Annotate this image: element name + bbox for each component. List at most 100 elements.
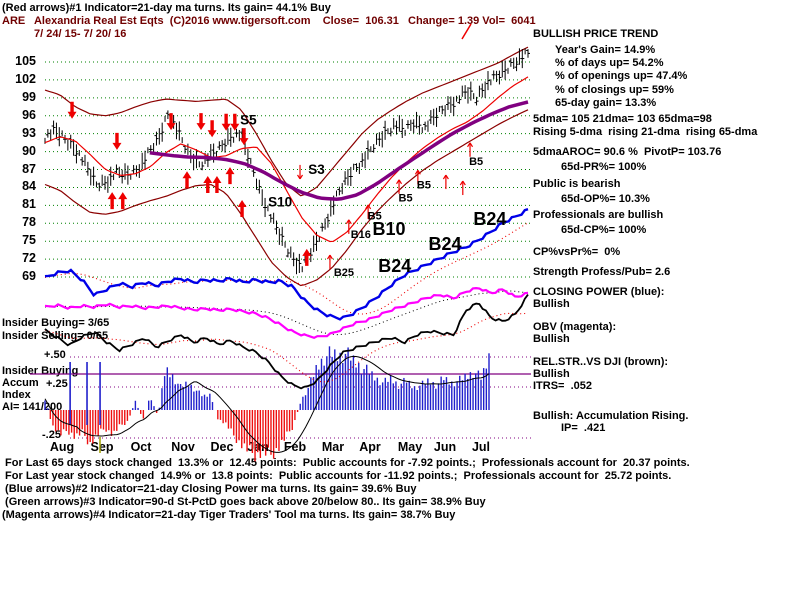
buy-arrow-thin (348, 219, 352, 225)
index-label: Index (2, 389, 31, 401)
rel-strength-ma (44, 312, 529, 383)
analysis-line: Bullish: Accumulation Rising. (533, 410, 689, 422)
ma21-line (44, 76, 529, 243)
obv-line (44, 286, 529, 339)
buy-arrow-thin (398, 179, 403, 185)
buy-arrow (107, 192, 117, 210)
indicator1-legend: (Red arrows)#1 Indicator=21-day ma turns… (2, 2, 331, 14)
sell-arrow (230, 113, 240, 131)
buy-arrow-thin (345, 219, 350, 225)
price-tick-label: 81 (22, 197, 36, 212)
legend-line: (Blue arrows)#2 Indicator=21-day Closing… (2, 483, 417, 495)
lower-band (44, 109, 529, 287)
analysis-line: Bullish (533, 333, 570, 345)
signal-count-label: B5 (417, 179, 431, 191)
month-label: Nov (171, 440, 195, 454)
sell-arrow-thin (299, 174, 304, 180)
analysis-line: CP%vsPr%= 0% (533, 246, 621, 258)
analysis-line: Public is bearish (533, 178, 621, 190)
buy-arrow (203, 176, 213, 194)
buy-arrow (212, 176, 222, 194)
price-tick-label: 75 (22, 233, 36, 248)
buy-arrow-thin (396, 179, 400, 185)
price-tick-label: 87 (22, 161, 36, 176)
buy-arrow-thin (445, 174, 449, 180)
month-label: Oct (130, 440, 152, 454)
sell-arrow (112, 132, 122, 150)
accum-label: Accum (2, 377, 39, 389)
signal-count-label: B5 (469, 156, 483, 168)
signal-count-label: B24 (473, 209, 506, 229)
analysis-line: 65d-CP%= 100% (561, 224, 647, 236)
analysis-line: IP= .421 (561, 422, 606, 434)
buy-arrow-thin (442, 174, 447, 180)
buy-arrow (118, 192, 128, 210)
analysis-line: REL.STR..VS DJI (brown): (533, 356, 669, 368)
buy-arrow-thin (417, 169, 421, 175)
analysis-line: 65d-OP%= 10.3% (561, 193, 650, 205)
rel-strength-line (44, 294, 529, 390)
price-tick-label: 105 (15, 54, 36, 68)
ticker-title-line: ARE Alexandria Real Est Eqts (C)2016 www… (2, 15, 536, 27)
analysis-line: Year's Gain= 14.9% (555, 44, 656, 56)
signal-count-label: S10 (268, 194, 292, 209)
price-tick-label: 78 (22, 215, 36, 230)
insider-selling-count: Insider Selling= 0/65 (2, 330, 109, 342)
signal-count-label: B25 (334, 267, 354, 279)
analysis-line: Bullish (533, 298, 570, 310)
buy-arrow-thin (326, 254, 331, 260)
sell-arrow (207, 120, 217, 138)
buy-arrow (237, 199, 247, 217)
sell-arrow (196, 113, 206, 131)
analysis-line: 5dma= 105 21dma= 103 65dma=98 (533, 113, 712, 125)
price-tick-label: 69 (22, 269, 36, 284)
buy-arrow-thin (414, 169, 419, 175)
analysis-line: % of days up= 54.2% (555, 57, 664, 69)
month-label: Jul (471, 440, 491, 454)
buy-arrow-thin (367, 204, 372, 210)
buy-arrow (182, 171, 192, 189)
analysis-line: Professionals are bullish (533, 209, 664, 221)
ma65-line (149, 100, 529, 201)
buy-arrow-thin (469, 142, 474, 148)
signal-count-label: S5 (240, 112, 257, 127)
month-label: Feb (283, 440, 307, 454)
analysis-line: Strength Profess/Pub= 2.6 (533, 266, 671, 278)
month-label: Jan (247, 440, 269, 454)
analysis-line: % of openings up= 47.4% (555, 70, 688, 82)
insider-buying-line-label: Insider Buying (2, 365, 79, 377)
buy-arrow (225, 167, 235, 185)
month-label: Sep (90, 440, 114, 454)
month-label: Dec (210, 440, 234, 454)
signal-count-label: B24 (378, 256, 411, 276)
buy-arrow-thin (459, 180, 464, 186)
price-tick-label: 93 (22, 125, 36, 140)
signal-count-label: B10 (372, 219, 405, 239)
sell-arrow (166, 113, 176, 131)
legend-line: For Last year stock changed 14.9% or 13.… (2, 470, 672, 482)
sell-arrow (67, 101, 77, 119)
signal-count-label: B5 (399, 192, 413, 204)
price-tick-label: 102 (15, 71, 36, 86)
price-tick-label: 84 (22, 179, 36, 194)
month-label: Jun (433, 440, 457, 454)
analysis-line: OBV (magenta): (533, 321, 617, 333)
obv-ma (44, 290, 529, 336)
analysis-line: BULLISH PRICE TREND (533, 28, 659, 40)
analysis-line: 65d-PR%= 100% (561, 161, 647, 173)
closing-power-ma (44, 222, 529, 315)
month-label: Aug (49, 440, 75, 454)
level-minus25-label: -.25 (42, 429, 61, 441)
buy-arrow-thin (462, 180, 466, 186)
buy-arrow-thin (467, 142, 471, 148)
analysis-line: CLOSING POWER (blue): (533, 286, 665, 298)
legend-line: (Magenta arrows)#4 Indicator=21-day Tige… (2, 509, 456, 521)
buy-arrow-thin (329, 254, 333, 260)
analysis-line: Bullish (533, 368, 570, 380)
analysis-line: % of closings up= 59% (555, 84, 674, 96)
analysis-line: 5dmaAROC= 90.6 % PivotP= 103.76 (533, 146, 722, 158)
buy-arrow-thin (365, 204, 369, 210)
level-plus25-label: +.25 (46, 378, 68, 390)
price-tick-label: 96 (22, 107, 36, 122)
signal-count-label: B24 (429, 234, 462, 254)
